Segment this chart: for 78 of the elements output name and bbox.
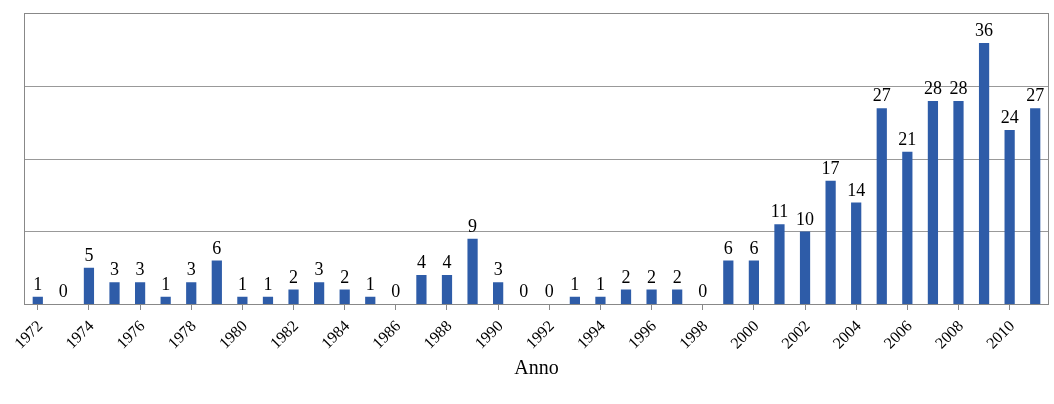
data-label: 6	[749, 237, 759, 258]
data-label: 1	[570, 273, 580, 294]
bar	[467, 238, 478, 304]
bar	[237, 296, 248, 304]
data-label: 2	[289, 266, 299, 287]
data-label: 0	[519, 281, 529, 301]
bar	[646, 289, 657, 304]
bar	[262, 296, 274, 304]
data-label: 3	[110, 259, 120, 280]
bar	[339, 289, 350, 304]
bar	[774, 224, 785, 304]
bar	[365, 296, 376, 304]
bar	[902, 151, 913, 304]
x-axis-title: Anno	[514, 356, 559, 378]
bar	[672, 289, 683, 304]
data-label: 10	[796, 208, 815, 229]
bar	[288, 289, 299, 304]
data-label: 0	[698, 281, 708, 301]
data-label: 28	[923, 78, 942, 98]
data-label: 21	[898, 128, 917, 149]
data-label: 1	[237, 273, 247, 294]
data-label: 0	[391, 281, 401, 301]
bar	[569, 296, 580, 304]
data-label: 3	[314, 259, 324, 280]
bar	[186, 282, 197, 304]
data-label: 2	[621, 266, 631, 287]
bar	[799, 231, 811, 304]
bar	[441, 275, 453, 304]
data-label: 17	[821, 157, 840, 178]
bar	[595, 296, 606, 304]
bar	[953, 101, 964, 304]
data-label: 3	[186, 259, 196, 280]
bar	[32, 296, 43, 304]
bar	[160, 296, 171, 304]
bar	[620, 289, 632, 304]
bar	[1004, 130, 1015, 304]
x-tick-label: 1974	[62, 316, 97, 352]
bar	[927, 101, 939, 304]
data-label: 3	[135, 259, 145, 280]
data-label: 2	[647, 266, 657, 287]
data-label: 0	[544, 281, 554, 301]
data-label: 1	[365, 273, 375, 294]
bar	[851, 202, 862, 304]
data-label: 14	[847, 179, 866, 200]
data-label: 0	[58, 281, 68, 301]
x-tick-label: 1988	[420, 316, 455, 352]
data-label: 1	[263, 273, 273, 294]
bar	[416, 275, 427, 304]
data-label: 27	[1026, 85, 1045, 106]
bar	[825, 180, 836, 304]
data-label: 1	[33, 273, 43, 294]
data-label: 28	[949, 78, 968, 98]
data-label: 27	[872, 85, 891, 106]
data-label: 3	[493, 259, 503, 280]
data-label: 4	[442, 252, 452, 272]
data-label: 2	[672, 266, 682, 287]
data-label: 6	[723, 237, 733, 258]
bar	[314, 282, 325, 304]
bar	[723, 260, 734, 304]
data-label: 36	[975, 20, 994, 40]
bar	[493, 282, 504, 304]
data-label: 11	[770, 201, 789, 222]
data-label: 5	[84, 244, 94, 265]
bar	[134, 282, 146, 304]
bar	[211, 260, 222, 304]
data-label: 2	[340, 266, 350, 287]
bar	[748, 260, 759, 304]
data-label: 24	[1000, 107, 1019, 127]
bar	[978, 43, 990, 304]
bar	[109, 282, 120, 304]
data-label: 4	[416, 252, 426, 272]
data-label: 9	[468, 215, 478, 236]
bar	[1030, 108, 1041, 304]
data-label: 1	[161, 273, 171, 294]
bar	[83, 267, 95, 304]
data-label: 6	[212, 237, 222, 258]
bar	[876, 108, 887, 304]
data-label: 1	[595, 273, 605, 294]
